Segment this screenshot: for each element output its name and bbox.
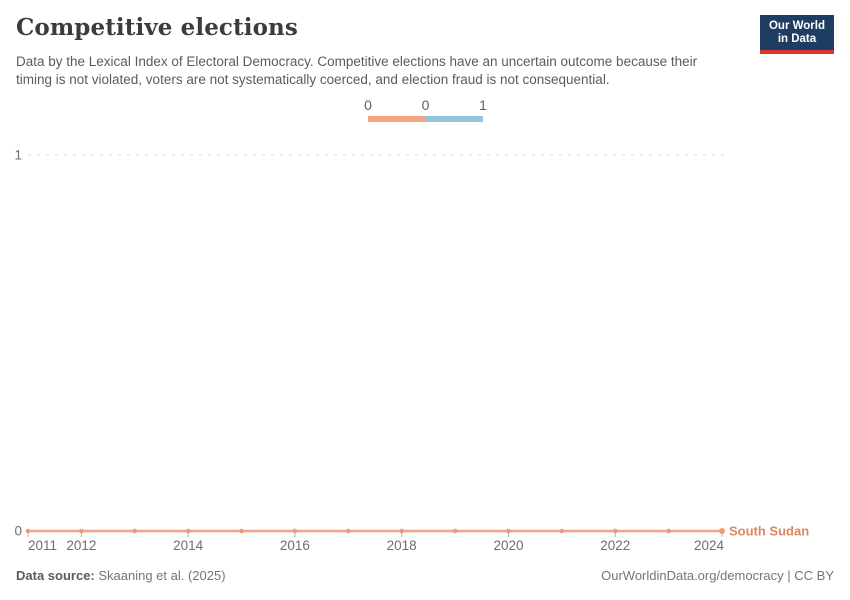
x-axis-tick-label: 2020 bbox=[493, 538, 523, 553]
colorbar-segment-1[interactable] bbox=[425, 116, 483, 122]
logo-line2: in Data bbox=[777, 33, 817, 45]
page-title: Competitive elections bbox=[16, 14, 298, 41]
x-axis-tick-label: 2022 bbox=[600, 538, 630, 553]
data-point[interactable] bbox=[506, 528, 511, 534]
data-point[interactable] bbox=[559, 528, 565, 534]
x-axis-tick-label: 2011 bbox=[28, 538, 57, 553]
x-axis-tick-label: 2012 bbox=[66, 538, 96, 553]
data-point[interactable] bbox=[292, 528, 298, 534]
data-source-label: Data source: bbox=[16, 568, 95, 583]
data-source: Data source: Skaaning et al. (2025) bbox=[16, 568, 226, 583]
x-axis-tick-label: 2018 bbox=[387, 538, 417, 553]
data-point[interactable] bbox=[185, 528, 191, 534]
data-point[interactable] bbox=[79, 528, 84, 534]
legend-label-max: 1 bbox=[479, 97, 487, 113]
colorbar-legend-labels: 0 0 1 bbox=[364, 97, 487, 113]
data-point[interactable] bbox=[399, 528, 404, 534]
x-axis-tick-label: 2024 bbox=[694, 538, 725, 553]
data-point[interactable] bbox=[719, 528, 725, 534]
y-axis-tick-label: 0 bbox=[14, 524, 22, 539]
data-point[interactable] bbox=[25, 528, 31, 534]
data-point[interactable] bbox=[239, 528, 244, 534]
data-point[interactable] bbox=[612, 528, 618, 534]
data-point[interactable] bbox=[132, 528, 138, 534]
chart-footer: Data source: Skaaning et al. (2025) OurW… bbox=[16, 568, 834, 583]
x-axis-tick-label: 2016 bbox=[280, 538, 310, 553]
colorbar-segment-0[interactable] bbox=[368, 116, 426, 122]
colorbar[interactable] bbox=[368, 116, 483, 122]
legend-label-min: 0 bbox=[364, 97, 372, 113]
legend-label-mid: 0 bbox=[421, 97, 430, 113]
logo-line1: Our World bbox=[768, 20, 825, 32]
x-axis-tick-label: 2014 bbox=[173, 538, 204, 553]
colorbar-legend[interactable]: 0 0 1 bbox=[364, 97, 487, 123]
data-point[interactable] bbox=[666, 528, 671, 534]
data-point[interactable] bbox=[346, 528, 351, 534]
rights-note[interactable]: OurWorldinData.org/democracy | CC BY bbox=[601, 568, 834, 583]
y-axis-tick-label: 1 bbox=[14, 148, 22, 163]
owid-logo[interactable]: Our World in Data bbox=[759, 15, 834, 54]
series-label-south-sudan[interactable]: South Sudan bbox=[729, 524, 809, 539]
data-source-value: Skaaning et al. (2025) bbox=[94, 568, 226, 583]
chart-subtitle: Data by the Lexical Index of Electoral D… bbox=[16, 54, 698, 87]
data-point[interactable] bbox=[452, 528, 458, 534]
